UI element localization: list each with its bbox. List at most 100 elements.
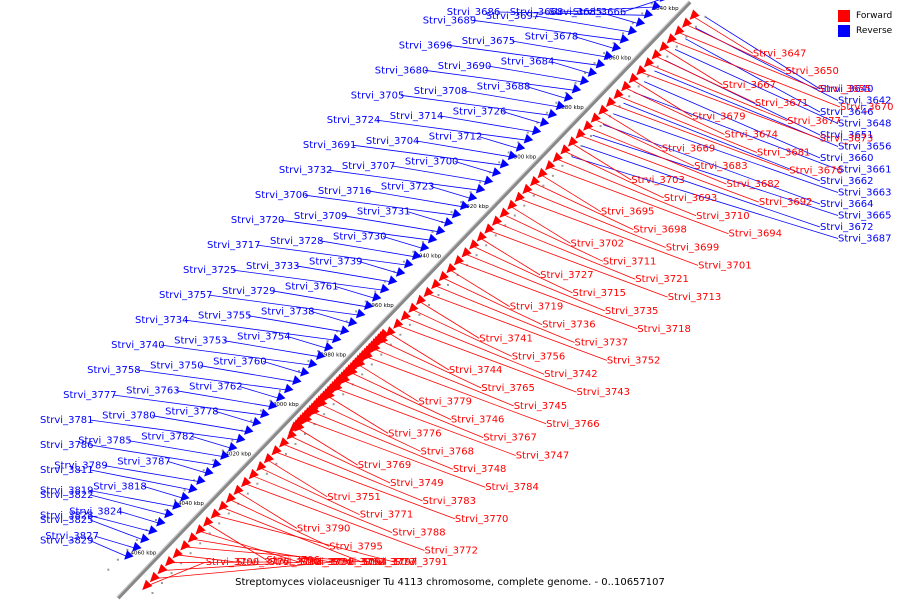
sequence-backbone-highlight — [116, 0, 690, 598]
forward-gene-label: Strvi_3749 — [390, 478, 444, 489]
forward-gene-arrow — [636, 65, 647, 76]
forward-gene-label: Strvi_3772 — [425, 546, 479, 557]
leader-line — [256, 244, 408, 266]
leader-line — [236, 491, 298, 529]
ruler-dash — [345, 320, 348, 323]
reverse-gene-arrow — [379, 283, 390, 294]
forward-gene-label: Strvi_3719 — [510, 302, 564, 313]
reverse-gene-arrow — [539, 117, 550, 127]
leader-line — [119, 510, 160, 524]
ruler-dash — [161, 582, 163, 584]
forward-gene-arrow — [203, 516, 214, 527]
forward-gene-label: Strvi_3682 — [727, 179, 781, 190]
leader-line — [388, 332, 450, 371]
leader-line — [472, 19, 623, 41]
reverse-gene-arrow — [196, 475, 206, 485]
leader-line — [434, 285, 575, 343]
forward-gene-label: Strvi_3673 — [820, 134, 874, 145]
forward-gene-arrow — [575, 128, 586, 139]
leader-line — [563, 150, 664, 199]
ruler-dash — [180, 562, 183, 565]
forward-gene-arrow — [400, 310, 411, 321]
forward-gene-label: Strvi_3736 — [542, 320, 596, 331]
ruler-dash — [155, 519, 157, 521]
leader-line — [358, 364, 419, 403]
leader-line — [352, 144, 503, 166]
forward-gene-label: Strvi_3767 — [483, 433, 537, 444]
forward-gene-arrow — [415, 294, 426, 305]
legend-forward-label: Forward — [856, 10, 893, 21]
leader-line — [517, 198, 699, 266]
reverse-gene-arrow — [276, 392, 286, 402]
forward-gene-arrow — [461, 247, 472, 258]
forward-gene-arrow — [666, 33, 677, 44]
ruler-dash — [259, 409, 262, 412]
forward-gene-arrow — [499, 207, 510, 218]
reverse-gene-arrow — [347, 317, 358, 327]
reverse-gene-label: Strvi_3728 — [270, 236, 324, 247]
leader-line — [586, 126, 727, 185]
ruler-dash — [342, 393, 345, 396]
ruler-dash — [618, 105, 621, 108]
leader-line — [525, 190, 666, 248]
ruler-tick-label: 3960 kbp — [368, 303, 394, 309]
leader-line — [176, 390, 272, 408]
reverse-gene-label: Strvi_3726 — [453, 107, 507, 118]
leader-line — [327, 396, 389, 434]
leader-line — [535, 15, 631, 33]
leader-line — [593, 118, 695, 167]
forward-gene-label: Strvi_3702 — [571, 238, 625, 249]
leader-line — [601, 110, 662, 149]
reverse-gene-arrow — [579, 75, 590, 86]
leader-line — [310, 311, 352, 324]
leader-line — [160, 561, 301, 571]
forward-gene-arrow — [218, 500, 229, 511]
ruler-dash — [584, 72, 586, 74]
forward-gene-label: Strvi_3670 — [840, 102, 894, 113]
leader-line — [609, 103, 790, 171]
leader-line — [304, 194, 455, 216]
forward-gene-arrow — [681, 17, 692, 28]
leader-line — [224, 340, 320, 358]
reverse-gene-label: Strvi_3704 — [366, 136, 420, 147]
forward-gene-label: Strvi_3703 — [631, 175, 685, 186]
leader-line — [631, 79, 693, 117]
leader-line — [463, 90, 559, 108]
reverse-gene-label: Strvi_3716 — [318, 186, 372, 197]
forward-gene-arrow — [271, 445, 282, 456]
reverse-gene-label: Strvi_3686 — [447, 7, 501, 18]
leader-line — [208, 294, 360, 316]
forward-gene-arrow — [157, 563, 168, 575]
forward-gene-arrow — [674, 25, 685, 36]
ruler-tick-label: 3880 kbp — [558, 105, 584, 111]
ruler-tick-label: 3840 kbp — [653, 6, 679, 12]
leader-line — [350, 372, 452, 420]
forward-gene-arrow — [476, 231, 487, 242]
leader-line — [623, 102, 821, 182]
legend-reverse-label: Reverse — [856, 25, 893, 36]
gene-labels: Strvi_3666 Strvi_3668 Strvi_3686 Strvi_3685… — [40, 7, 894, 568]
reverse-gene-arrow — [172, 500, 182, 510]
reverse-gene-label: Strvi_3662 — [820, 176, 874, 187]
reverse-gene-label: Strvi_3680 — [375, 65, 429, 76]
leader-line — [312, 411, 454, 470]
ruler-dash — [361, 373, 364, 376]
reverse-gene-arrow — [515, 142, 526, 152]
leader-line — [89, 469, 192, 491]
reverse-gene-label: Strvi_3675 — [462, 36, 516, 47]
genome-caption: Streptomyces violaceusniger Tu 4113 chro… — [235, 577, 665, 588]
reverse-gene-label: Strvi_3819 — [40, 486, 94, 497]
reverse-gene-arrow — [491, 167, 502, 177]
reverse-gene-label: Strvi_3753 — [174, 336, 228, 347]
forward-gene-arrow — [484, 223, 495, 234]
reverse-gene-label: Strvi_3739 — [309, 257, 363, 268]
leader-line — [571, 142, 632, 181]
leader-line — [367, 190, 463, 208]
reverse-gene-arrow — [427, 233, 438, 244]
reverse-gene-label: Strvi_3778 — [165, 406, 219, 417]
forward-gene-label: Strvi_3774 — [299, 557, 353, 568]
reverse-gene-arrow — [411, 250, 422, 261]
forward-gene-arrow — [288, 421, 301, 434]
reverse-gene-arrow — [323, 342, 334, 352]
leader-line — [677, 31, 818, 90]
